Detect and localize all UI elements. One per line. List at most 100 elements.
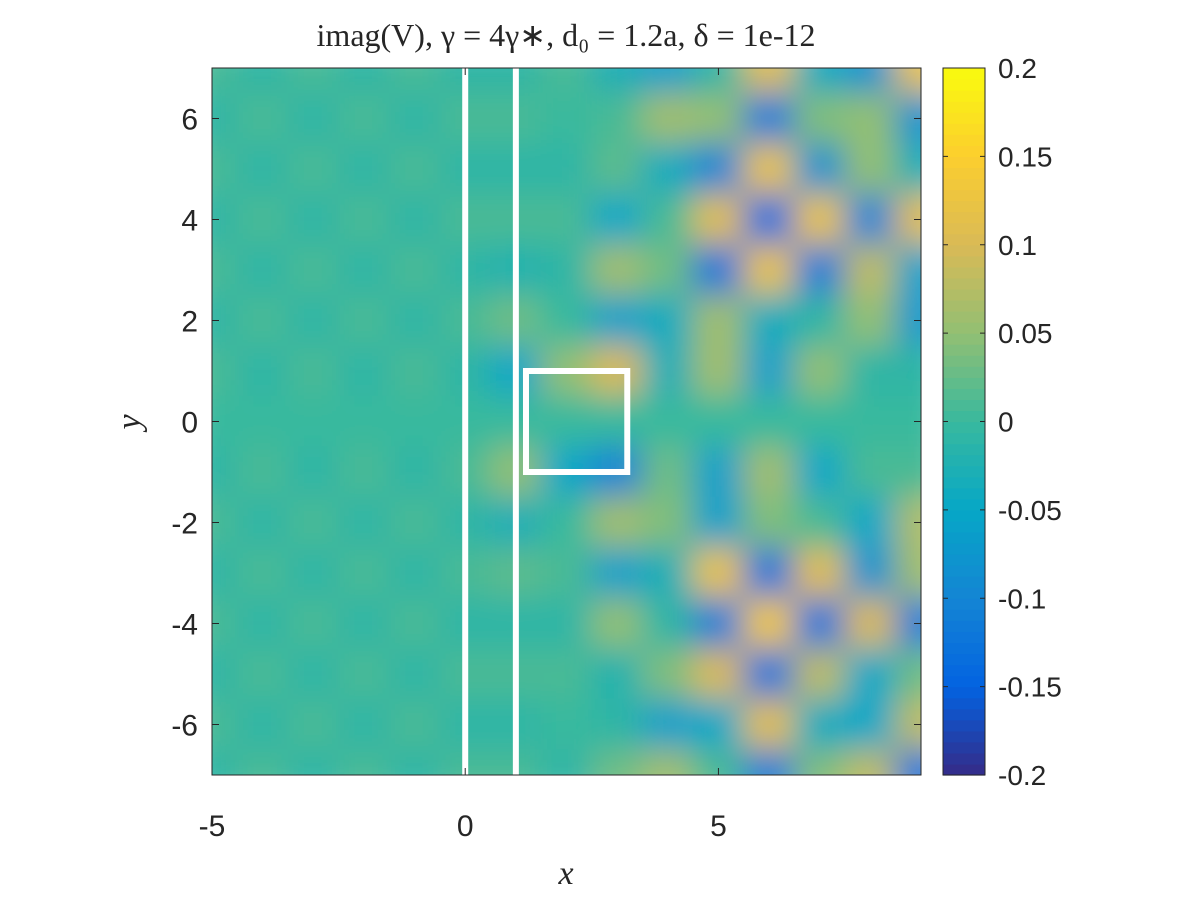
heatmap-cell xyxy=(641,143,694,195)
heatmap-cell xyxy=(540,698,593,751)
heatmap-cell xyxy=(692,345,745,397)
colorbar-slice xyxy=(943,322,985,334)
colorbar-slice xyxy=(943,686,985,699)
heatmap-cell xyxy=(388,68,441,94)
colorbar-slice xyxy=(943,741,985,754)
heatmap-cell xyxy=(287,698,340,751)
colorbar-slice xyxy=(943,233,985,246)
heatmap-cell xyxy=(895,143,921,195)
heatmap-cell xyxy=(338,749,390,775)
heatmap-cell xyxy=(338,446,390,498)
colorbar-slice xyxy=(943,355,985,367)
heatmap-cell xyxy=(540,749,593,775)
colorbar-tick-label: -0.1 xyxy=(998,583,1046,614)
heatmap-cell xyxy=(743,749,795,775)
heatmap-cell xyxy=(641,244,694,296)
colorbar-slice xyxy=(943,189,985,202)
colorbar-slice xyxy=(943,211,985,224)
heatmap-cell xyxy=(388,698,441,751)
heatmap-cell xyxy=(895,749,921,775)
heatmap-cell xyxy=(641,395,694,448)
colorbar-tick-label: -0.15 xyxy=(998,672,1062,703)
heatmap-cell xyxy=(743,294,795,347)
heatmap-cell xyxy=(287,345,340,397)
colorbar-slice xyxy=(943,277,985,290)
heatmap-cell xyxy=(641,92,694,145)
heatmap-cell xyxy=(591,294,643,347)
heatmap-cell xyxy=(338,698,390,751)
x-axis-label: x xyxy=(557,855,573,892)
heatmap-cell xyxy=(236,395,289,448)
heatmap-cell xyxy=(540,244,593,296)
heatmap-cell xyxy=(338,597,390,650)
colorbar-slice xyxy=(943,101,985,113)
heatmap-cell xyxy=(743,395,795,448)
heatmap-cell xyxy=(692,496,745,549)
colorbar-slice xyxy=(943,531,985,544)
heatmap-cell xyxy=(236,597,289,650)
heatmap-cell xyxy=(236,698,289,751)
heatmap-cell xyxy=(844,92,897,145)
heatmap-cell xyxy=(793,244,846,296)
heatmap-cell xyxy=(895,446,921,498)
heatmap-cell xyxy=(743,143,795,195)
heatmap-cell xyxy=(540,547,593,599)
colorbar-slice xyxy=(943,134,985,146)
heatmap-cell xyxy=(287,547,340,599)
y-tick-label: -2 xyxy=(171,508,198,541)
colorbar-slice xyxy=(943,708,985,721)
colorbar-slice xyxy=(943,443,985,456)
colorbar-slice xyxy=(943,200,985,213)
heatmap-cell xyxy=(287,648,340,700)
heatmap-cell xyxy=(844,294,897,347)
heatmap-cell xyxy=(236,648,289,700)
heatmap-cell xyxy=(743,496,795,549)
heatmap-cell xyxy=(641,597,694,650)
y-tick-label: 0 xyxy=(181,407,198,440)
heatmap-cell xyxy=(591,68,643,94)
colorbar-tick-label: -0.2 xyxy=(998,760,1046,791)
heatmap-cell xyxy=(287,68,340,94)
heatmap-cell xyxy=(287,244,340,296)
heatmap-cell xyxy=(287,749,340,775)
heatmap-cell xyxy=(236,92,289,145)
heatmap-cell xyxy=(212,68,238,94)
colorbar-slice xyxy=(943,178,985,191)
heatmap-cell xyxy=(692,143,745,195)
colorbar-tick-label: 0.2 xyxy=(998,53,1037,84)
colorbar-slice xyxy=(943,598,985,610)
colorbar xyxy=(943,68,985,776)
colorbar-slice xyxy=(943,123,985,135)
colorbar-slice xyxy=(943,498,985,511)
heatmap-cell xyxy=(793,143,846,195)
heatmap-cell xyxy=(540,395,593,448)
colorbar-slice xyxy=(943,487,985,500)
heatmap-cell xyxy=(692,597,745,650)
heatmap-cell xyxy=(641,648,694,700)
heatmap-cell xyxy=(793,547,846,599)
colorbar-slice xyxy=(943,587,985,599)
heatmap-cell xyxy=(692,244,745,296)
heatmap-cell xyxy=(212,244,238,296)
colorbar-slice xyxy=(943,653,985,666)
colorbar-slice xyxy=(943,554,985,566)
heatmap-cell xyxy=(844,244,897,296)
heatmap-cell xyxy=(236,345,289,397)
y-tick-label: 2 xyxy=(181,306,198,339)
heatmap-cell xyxy=(388,244,441,296)
heatmap-cell xyxy=(338,244,390,296)
heatmap-cell xyxy=(844,547,897,599)
heatmap-cell xyxy=(793,92,846,145)
colorbar-tick-label: 0.1 xyxy=(998,230,1037,261)
colorbar-slice xyxy=(943,244,985,257)
heatmap-cell xyxy=(895,547,921,599)
colorbar-slice xyxy=(943,388,985,401)
y-tick-label: -4 xyxy=(171,609,198,642)
heatmap-cell xyxy=(591,597,643,650)
colorbar-slice xyxy=(943,79,985,91)
heatmap-cell xyxy=(844,648,897,700)
heatmap-cell xyxy=(591,244,643,296)
colorbar-slice xyxy=(943,763,985,776)
heatmap-cell xyxy=(743,547,795,599)
